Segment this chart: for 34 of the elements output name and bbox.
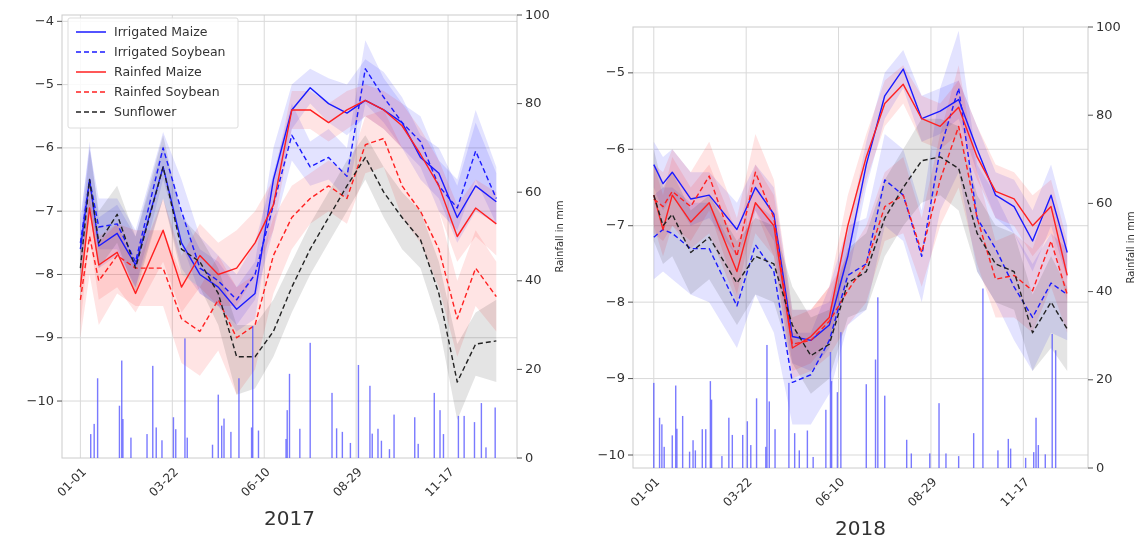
- legend-label: Irrigated Soybean: [114, 43, 226, 59]
- y-tick-label: −4: [34, 12, 54, 28]
- legend-label: Rainfed Maize: [114, 63, 202, 79]
- y2-tick-label: 20: [1096, 371, 1113, 387]
- y-tick-label: −9: [34, 329, 54, 345]
- y-tick-label: −9: [605, 370, 625, 386]
- x-axis-title: 2018: [835, 516, 886, 537]
- y-tick-label: −10: [597, 446, 625, 462]
- legend-label: Irrigated Maize: [114, 23, 208, 39]
- y-tick-label: −7: [34, 202, 54, 218]
- y-tick-label: −6: [605, 140, 625, 156]
- y-tick-label: −5: [605, 64, 625, 80]
- y2-tick-label: 60: [525, 183, 542, 199]
- y2-tick-label: 80: [525, 95, 542, 111]
- y2-tick-label: 40: [1096, 283, 1113, 299]
- x-axis-title: 2017: [264, 506, 315, 530]
- y-tick-label: −7: [605, 217, 625, 233]
- y-tick-label: −8: [605, 293, 625, 309]
- y2-tick-label: 100: [1096, 18, 1121, 34]
- y-tick-label: −5: [34, 76, 54, 92]
- y-tick-label: −10: [26, 392, 54, 408]
- y-tick-label: −8: [34, 265, 54, 281]
- y2-tick-label: 80: [1096, 106, 1113, 122]
- y2-axis-title: Rainfall in mm: [1125, 211, 1136, 284]
- y2-axis-title: Rainfall in mm: [554, 200, 565, 273]
- legend-label: Rainfed Soybean: [114, 83, 220, 99]
- legend-label: Sunflower: [114, 103, 178, 119]
- y2-tick-label: 60: [1096, 194, 1113, 210]
- y2-tick-label: 40: [525, 272, 542, 288]
- y2-tick-label: 100: [525, 6, 550, 22]
- y-tick-label: −6: [34, 139, 54, 155]
- y2-tick-label: 0: [525, 449, 534, 465]
- y2-tick-label: 0: [1096, 459, 1105, 475]
- y2-tick-label: 20: [525, 360, 542, 376]
